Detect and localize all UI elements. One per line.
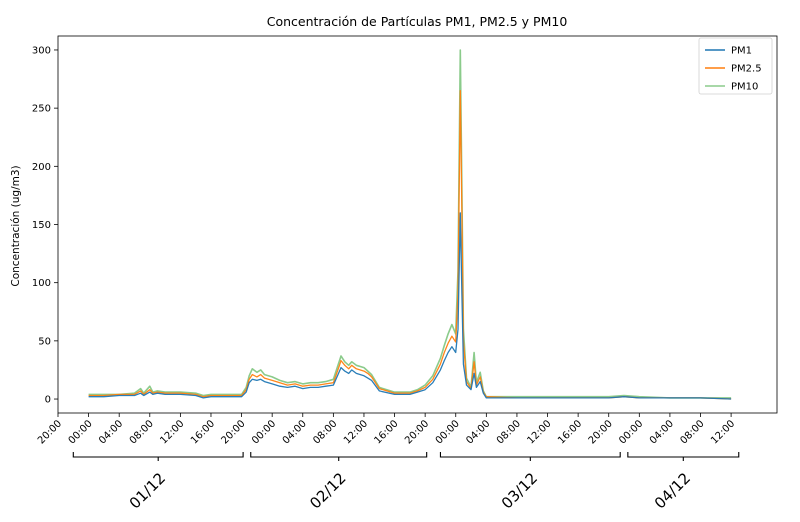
x-ticks: 20:00 00:00 04:00 08:00 12:00 16:00 20:00 00:00…: [36, 413, 737, 447]
legend-label: PM2.5: [731, 64, 762, 75]
x-tick-label: 08:00: [128, 418, 156, 446]
day-label: 02/12: [306, 469, 349, 512]
x-tick-label: 12:00: [525, 418, 553, 446]
y-tick-label: 200: [32, 162, 51, 173]
day-bracket: [439, 452, 621, 461]
x-tick-label: 00:00: [434, 418, 462, 446]
plot-area: [57, 35, 778, 414]
series-line-pm10: [88, 49, 732, 399]
x-tick-label: 04:00: [281, 418, 309, 446]
day-label: 03/12: [498, 469, 541, 512]
day-bracket: [72, 452, 244, 461]
legend-label: PM10: [731, 82, 758, 93]
legend-entries: PM1 PM2.5 PM10: [705, 46, 762, 93]
y-ticks: 0 50 100 150 200 250 300: [32, 45, 58, 406]
series-line-pm1: [88, 212, 732, 400]
x-tick-label: 12:00: [342, 418, 370, 446]
x-tick-label: 08:00: [678, 418, 706, 446]
y-tick-label: 50: [38, 336, 51, 347]
legend-box: [698, 37, 773, 95]
y-tick-label: 100: [32, 278, 51, 289]
x-tick-label: 04:00: [97, 418, 125, 446]
y-tick-label: 250: [32, 104, 51, 115]
day-label: 04/12: [651, 469, 694, 512]
day-label: 01/12: [126, 469, 169, 512]
x-tick-label: 20:00: [403, 418, 431, 446]
x-tick-label: 16:00: [556, 418, 584, 446]
day-groups: 01/12 02/12 03/12 04/12: [72, 452, 740, 512]
series-line-pm25: [88, 90, 732, 400]
x-tick-label: 08:00: [495, 418, 523, 446]
x-tick-label: 16:00: [373, 418, 401, 446]
plot-frame: [57, 35, 778, 414]
x-tick-label: 12:00: [158, 418, 186, 446]
legend: PM1 PM2.5 PM10: [698, 37, 773, 95]
x-tick-label: 04:00: [648, 418, 676, 446]
series-group: [88, 49, 732, 400]
y-axis-label: Concentración (ug/m3): [10, 165, 22, 286]
day-bracket: [627, 452, 740, 461]
day-bracket: [250, 452, 428, 461]
x-tick-label: 20:00: [36, 418, 64, 446]
y-tick-label: 300: [32, 45, 51, 56]
x-tick-label: 04:00: [464, 418, 492, 446]
x-tick-label: 20:00: [587, 418, 615, 446]
x-tick-label: 12:00: [709, 418, 737, 446]
y-tick-label: 150: [32, 220, 51, 231]
y-tick-label: 0: [45, 395, 51, 406]
x-tick-label: 08:00: [311, 418, 339, 446]
x-tick-label: 20:00: [220, 418, 248, 446]
chart-title: Concentración de Partículas PM1, PM2.5 y…: [267, 14, 568, 29]
x-tick-label: 00:00: [617, 418, 645, 446]
x-tick-label: 00:00: [250, 418, 278, 446]
x-tick-label: 00:00: [67, 418, 95, 446]
x-tick-label: 16:00: [189, 418, 217, 446]
legend-label: PM1: [731, 46, 752, 57]
